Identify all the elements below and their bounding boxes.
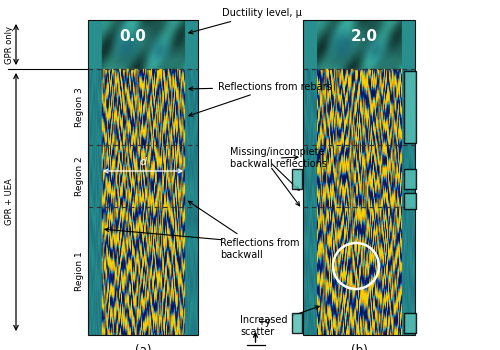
Bar: [404, 169, 416, 189]
Text: 0.0: 0.0: [120, 29, 146, 44]
Bar: [292, 313, 302, 333]
Text: d: d: [140, 157, 146, 167]
Text: GPR + UEA: GPR + UEA: [6, 178, 15, 225]
Bar: [88, 20, 198, 335]
Text: Region 2: Region 2: [75, 156, 84, 196]
Text: Ductility level, μ: Ductility level, μ: [189, 8, 302, 34]
Text: Reflections from rebars: Reflections from rebars: [189, 82, 332, 92]
Text: Reflections from
backwall: Reflections from backwall: [188, 201, 300, 260]
Text: Missing/incomplete
backwall reflections: Missing/incomplete backwall reflections: [230, 147, 327, 169]
Bar: [303, 20, 415, 335]
Text: Region 3: Region 3: [75, 87, 84, 127]
Bar: [404, 313, 416, 333]
Text: +y: +y: [258, 317, 271, 327]
Text: (b): (b): [350, 344, 368, 350]
Text: Region 1: Region 1: [75, 251, 84, 291]
Text: GPR only: GPR only: [6, 26, 15, 63]
Text: 2.0: 2.0: [350, 29, 378, 44]
Bar: [404, 71, 416, 143]
Text: Increased
scatter: Increased scatter: [240, 306, 319, 337]
Text: (a): (a): [135, 344, 151, 350]
Bar: [292, 169, 302, 189]
Bar: [404, 193, 416, 209]
